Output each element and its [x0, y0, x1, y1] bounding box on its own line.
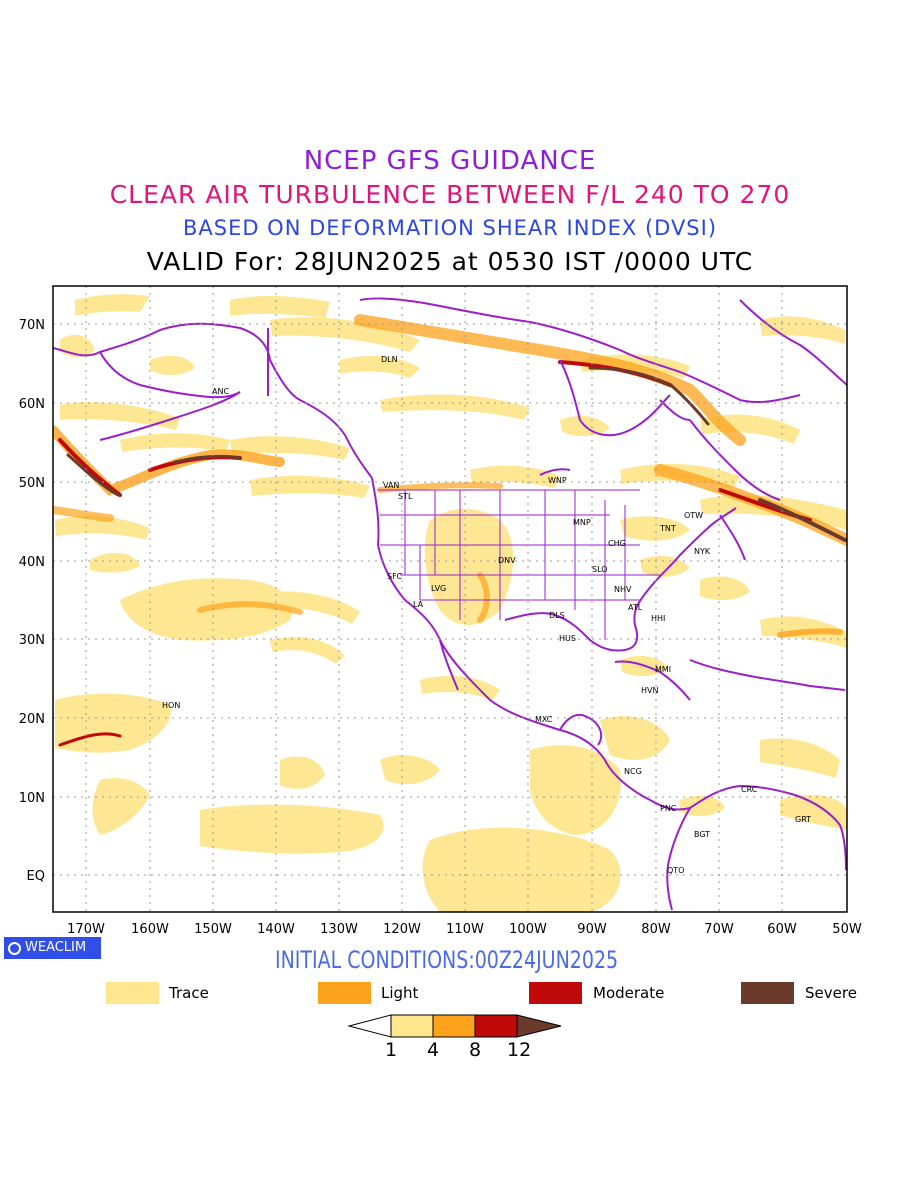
lat-label: 40N	[19, 555, 45, 570]
station-label: WNP	[548, 476, 567, 485]
longitude-labels: 170W 160W 150W 140W 130W 120W 110W 100W 90W 80W 70…	[67, 922, 862, 937]
colorbar-tick-1: 1	[385, 1039, 398, 1061]
station-label: PNC	[660, 804, 677, 813]
lon-label: 80W	[641, 922, 671, 937]
lon-label: 150W	[194, 922, 232, 937]
station-label: SFC	[387, 572, 403, 581]
legend-label-light: Light	[381, 984, 419, 1002]
station-label: DLN	[381, 355, 398, 364]
title-line-1: NCEP GFS GUIDANCE	[303, 146, 597, 176]
station-label: TNT	[659, 524, 676, 533]
legend-label-trace: Trace	[169, 984, 209, 1002]
station-label: HHI	[651, 614, 665, 623]
station-label: CRC	[741, 785, 758, 794]
lon-label: 130W	[320, 922, 358, 937]
weaclim-badge: WEACLIM	[4, 937, 101, 959]
station-label: DNV	[498, 556, 516, 565]
colorbar-tick-4: 4	[427, 1039, 440, 1061]
trace-areas	[55, 294, 847, 912]
lat-label: 50N	[19, 476, 45, 491]
legend-swatch-moderate	[529, 982, 582, 1004]
lat-label: 20N	[19, 712, 45, 727]
lon-label: 100W	[509, 922, 547, 937]
map-plot-area: ANC DLN VAN STL WNP MNP TNT OTW CHG NYK DNV SFC SLO L…	[53, 286, 847, 912]
lat-label: 30N	[19, 633, 45, 648]
station-label: CHG	[608, 539, 626, 548]
station-label: SLO	[592, 565, 608, 574]
legend-swatch-severe	[741, 982, 794, 1004]
legend-label-severe: Severe	[805, 984, 857, 1002]
lon-label: 90W	[577, 922, 607, 937]
title-line-2: CLEAR AIR TURBULENCE BETWEEN F/L 240 TO …	[109, 180, 791, 209]
station-label: DLS	[549, 611, 565, 620]
station-label: NHV	[614, 585, 632, 594]
coastlines	[53, 297, 847, 911]
station-label: GRT	[795, 815, 811, 824]
station-label: ATL	[628, 603, 643, 612]
station-label: MMI	[655, 665, 671, 674]
lon-label: 170W	[67, 922, 105, 937]
legend-swatch-light	[318, 982, 371, 1004]
lon-label: 120W	[383, 922, 421, 937]
lon-label: 160W	[131, 922, 169, 937]
map-frame	[52, 285, 848, 913]
clock-icon	[8, 941, 21, 955]
station-label: HON	[162, 701, 180, 710]
station-label: VAN	[383, 481, 399, 490]
station-label: STL	[398, 492, 413, 501]
severe-streaks	[66, 366, 847, 542]
legend-label-moderate: Moderate	[593, 984, 665, 1002]
station-label: NCG	[624, 767, 642, 776]
lon-label: 140W	[257, 922, 295, 937]
station-label: LVG	[431, 584, 446, 593]
lon-label: 70W	[704, 922, 734, 937]
lat-label: 10N	[19, 791, 45, 806]
lon-label: 60W	[767, 922, 797, 937]
title-valid-time: VALID For: 28JUN2025 at 0530 IST /0000 U…	[146, 247, 754, 276]
station-label: BGT	[694, 830, 710, 839]
lon-label: 110W	[446, 922, 484, 937]
station-label: NYK	[694, 547, 711, 556]
initial-conditions: INITIAL CONDITIONS:00Z24JUN2025	[275, 946, 619, 974]
badge-label: WEACLIM	[25, 940, 87, 955]
title-line-3: BASED ON DEFORMATION SHEAR INDEX (DVSI)	[182, 216, 718, 240]
station-label: QTO	[667, 866, 684, 875]
lat-label: EQ	[27, 869, 45, 884]
colorbar-tick-8: 8	[469, 1039, 482, 1061]
lon-label: 50W	[832, 922, 862, 937]
station-label: OTW	[684, 511, 703, 520]
station-label: ANC	[212, 387, 229, 396]
station-labels: ANC DLN VAN STL WNP MNP TNT OTW CHG NYK DNV SFC SLO L…	[162, 355, 811, 875]
lat-label: 60N	[19, 397, 45, 412]
legend-swatch-trace	[106, 982, 159, 1004]
station-label: HVN	[641, 686, 658, 695]
colorbar-tick-12: 12	[507, 1039, 532, 1061]
station-label: LA	[413, 600, 424, 609]
state-borders	[378, 489, 660, 640]
latitude-labels: 70N 60N 50N 40N 30N 20N 10N EQ	[19, 318, 45, 884]
lat-label: 70N	[19, 318, 45, 333]
station-label: HUS	[559, 634, 576, 643]
station-label: MNP	[573, 518, 591, 527]
station-label: MXC	[535, 715, 553, 724]
